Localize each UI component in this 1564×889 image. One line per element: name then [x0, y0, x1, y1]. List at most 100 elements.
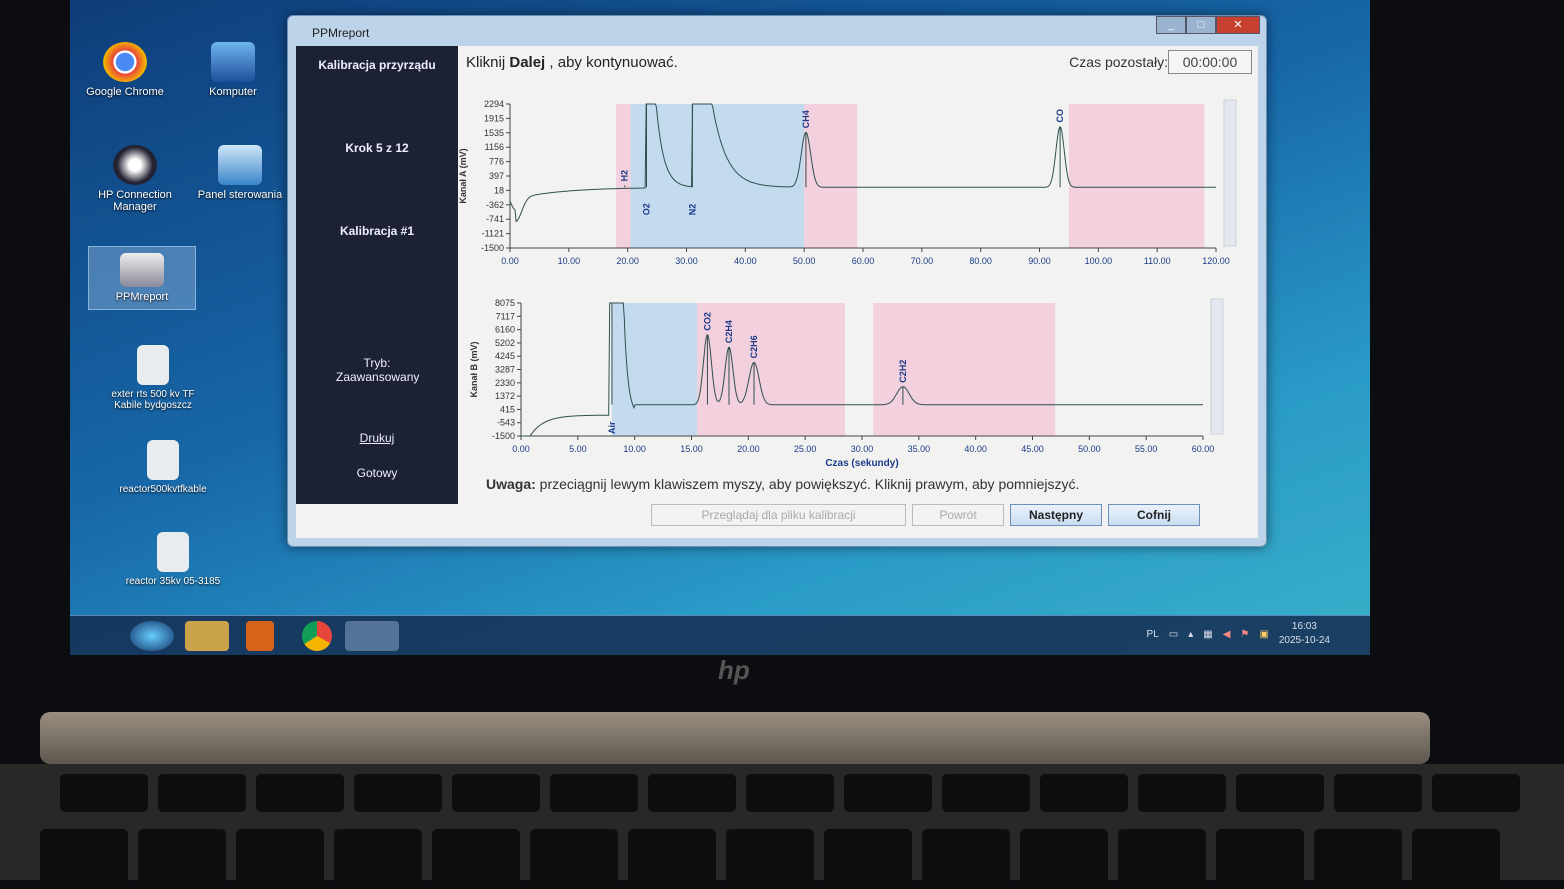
desktop-icon-control-panel[interactable]: Panel sterowania — [185, 145, 295, 201]
computer-icon — [211, 42, 255, 82]
browse-calibration-button[interactable]: Przeglądaj dla pliku kalibracji — [651, 504, 906, 526]
window-title: PPMreport — [312, 26, 370, 40]
step-indicator: Krok 5 z 12 — [345, 141, 409, 155]
keyboard-key — [1334, 774, 1422, 812]
peak-label: O2 — [641, 203, 651, 215]
time-left-field: 00:00:00 — [1168, 50, 1252, 74]
y-tick-label: -1500 — [481, 243, 504, 253]
maximize-button[interactable]: □ — [1186, 16, 1216, 34]
clock[interactable]: 16:03 2025-10-24 — [1278, 621, 1330, 646]
y-axis-label: Kanał A (mV) — [458, 148, 468, 203]
x-tick-label: 20.00 — [616, 256, 639, 266]
y-tick-label: 2330 — [495, 378, 515, 388]
y-tick-label: 5202 — [495, 338, 515, 348]
chart-channel-a[interactable]: 2294 1915 1535 1156 776 397 18 -362 -741 -1121 -15… — [458, 86, 1258, 276]
icon-label: Panel sterowania — [197, 189, 283, 201]
icon-label: reactor500kvtfkable — [119, 484, 207, 495]
keyboard-key — [452, 774, 540, 812]
desktop-icon-file[interactable]: exter rts 500 kv TF Kabile bydgoszcz — [98, 345, 208, 411]
keyboard-icon[interactable]: ▭ — [1168, 628, 1179, 640]
keyboard-key — [824, 829, 912, 889]
x-tick-label: 15.00 — [680, 444, 703, 454]
x-tick-label: 10.00 — [623, 444, 646, 454]
y-tick-label: 415 — [500, 404, 515, 414]
hp-logo: hp — [718, 655, 750, 685]
next-button[interactable]: Następny — [1010, 504, 1102, 526]
keyboard-key — [922, 829, 1010, 889]
shaded-region — [611, 303, 698, 436]
keyboard-key — [1138, 774, 1226, 812]
start-button[interactable] — [130, 621, 174, 651]
desktop-icon-ppmreport[interactable]: PPMreport — [88, 246, 196, 310]
x-tick-label: 45.00 — [1021, 444, 1044, 454]
y-tick-label: 2294 — [484, 99, 504, 109]
ppmreport-icon — [120, 253, 164, 287]
action-center-icon[interactable]: ⚑ — [1240, 628, 1250, 640]
y-tick-label: -1121 — [482, 229, 504, 239]
keyboard-key — [1216, 829, 1304, 889]
system-tray: PL ▭ ▴ ▦ ◀ ⚑ ▣ 16:03 2025-10-24 — [1147, 620, 1330, 648]
keyboard-key — [138, 829, 226, 889]
network-icon[interactable]: ▦ — [1203, 628, 1213, 640]
y-tick-label: 1156 — [485, 142, 504, 152]
desktop-icon-file[interactable]: reactor500kvtfkable — [108, 440, 218, 495]
instruction-text: Kliknij Dalej , aby kontynuować. — [466, 54, 678, 71]
x-tick-label: 80.00 — [969, 256, 992, 266]
laptop-hinge — [40, 712, 1430, 764]
x-tick-label: 100.00 — [1085, 256, 1113, 266]
language-indicator[interactable]: PL — [1146, 628, 1159, 640]
x-tick-label: 5.00 — [569, 444, 587, 454]
volume-icon[interactable]: ◀ — [1222, 628, 1231, 640]
x-tick-label: 40.00 — [734, 256, 757, 266]
signal-trace — [509, 103, 1216, 223]
minimize-button[interactable]: _ — [1156, 16, 1186, 34]
x-tick-label: 35.00 — [908, 444, 931, 454]
desktop-icon-hp-connection[interactable]: HP Connection Manager — [80, 145, 190, 213]
y-tick-label: -1500 — [492, 431, 515, 441]
media-player-taskbar-icon[interactable] — [246, 621, 274, 651]
icon-label: HP Connection Manager — [98, 189, 172, 213]
desktop-icon-computer[interactable]: Komputer — [178, 42, 288, 98]
taskbar: PL ▭ ▴ ▦ ◀ ⚑ ▣ 16:03 2025-10-24 — [70, 615, 1370, 655]
desktop-icon-chrome[interactable]: Google Chrome — [70, 42, 180, 98]
shaded-region — [630, 104, 805, 248]
x-axis-label: Czas (sekundy) — [825, 458, 898, 469]
icon-label: Google Chrome — [86, 86, 164, 98]
chart-channel-b[interactable]: 8075 7117 6160 5202 4245 3287 2330 1372 415 -543 -… — [458, 291, 1258, 476]
vertical-scrollbar[interactable] — [1223, 99, 1237, 247]
ppmreport-taskbar-icon[interactable] — [345, 621, 399, 651]
wifi-icon — [113, 145, 157, 185]
x-tick-label: 30.00 — [675, 256, 698, 266]
keyboard-key — [844, 774, 932, 812]
y-tick-label: 776 — [489, 157, 504, 167]
keyboard-key — [1412, 829, 1500, 889]
y-tick-label: 1915 — [484, 113, 504, 123]
chrome-taskbar-icon[interactable] — [302, 621, 332, 651]
keyboard-key — [628, 829, 716, 889]
battery-icon[interactable]: ▣ — [1259, 628, 1269, 640]
document-icon — [137, 345, 169, 385]
desktop-icon-file[interactable]: reactor 35kv 05-3185 — [118, 532, 228, 587]
back-button[interactable]: Powrót — [912, 504, 1004, 526]
time-left-label: Czas pozostały: — [1069, 54, 1168, 70]
keyboard-key — [648, 774, 736, 812]
icon-label: reactor 35kv 05-3185 — [125, 576, 221, 587]
wizard-content: Kalibracja przyrządu Krok 5 z 12 Kalibra… — [296, 46, 1258, 538]
x-tick-label: 0.00 — [512, 444, 530, 454]
print-link[interactable]: Drukuj — [359, 431, 395, 445]
icon-label: PPMreport — [115, 291, 169, 303]
close-button[interactable]: ✕ — [1216, 16, 1260, 34]
undo-button[interactable]: Cofnij — [1108, 504, 1200, 526]
peak-label: CO — [1055, 109, 1065, 123]
peak-label: Air — [607, 421, 617, 434]
icon-label: Komputer — [209, 86, 257, 98]
show-hidden-icons[interactable]: ▴ — [1188, 628, 1194, 640]
x-tick-label: 20.00 — [737, 444, 760, 454]
peak-label: C2H6 — [749, 335, 759, 358]
x-tick-label: 25.00 — [794, 444, 817, 454]
vertical-scrollbar[interactable] — [1210, 298, 1224, 435]
title-bar[interactable]: PPMreport _ □ ✕ — [288, 16, 1266, 46]
x-tick-label: 55.00 — [1135, 444, 1158, 454]
explorer-taskbar-icon[interactable] — [185, 621, 229, 651]
shaded-region — [615, 104, 631, 248]
